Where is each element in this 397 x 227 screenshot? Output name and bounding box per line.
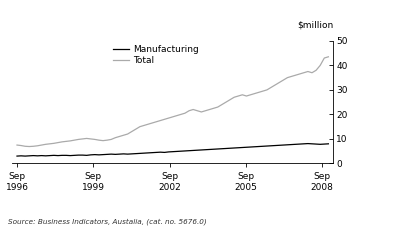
Total bbox=[154, 120, 159, 123]
Manufacturing bbox=[121, 153, 126, 155]
Line: Total: Total bbox=[17, 57, 328, 146]
Total bbox=[125, 133, 130, 135]
Legend: Manufacturing, Total: Manufacturing, Total bbox=[113, 45, 198, 65]
Total bbox=[80, 138, 85, 140]
Manufacturing bbox=[187, 149, 191, 152]
Line: Manufacturing: Manufacturing bbox=[17, 144, 328, 156]
Total bbox=[146, 123, 150, 126]
Manufacturing bbox=[76, 154, 81, 156]
Total bbox=[191, 108, 196, 111]
Manufacturing bbox=[150, 151, 154, 154]
Text: $million: $million bbox=[297, 21, 333, 30]
Total bbox=[27, 145, 32, 148]
Total bbox=[121, 134, 126, 137]
Manufacturing bbox=[15, 155, 19, 158]
Manufacturing bbox=[326, 143, 331, 145]
Manufacturing bbox=[142, 152, 146, 155]
Total bbox=[326, 55, 331, 58]
Total bbox=[15, 144, 19, 146]
Text: Source: Business Indicators, Austalia, (cat. no. 5676.0): Source: Business Indicators, Austalia, (… bbox=[8, 218, 207, 225]
Manufacturing bbox=[306, 142, 310, 145]
Manufacturing bbox=[117, 153, 122, 155]
